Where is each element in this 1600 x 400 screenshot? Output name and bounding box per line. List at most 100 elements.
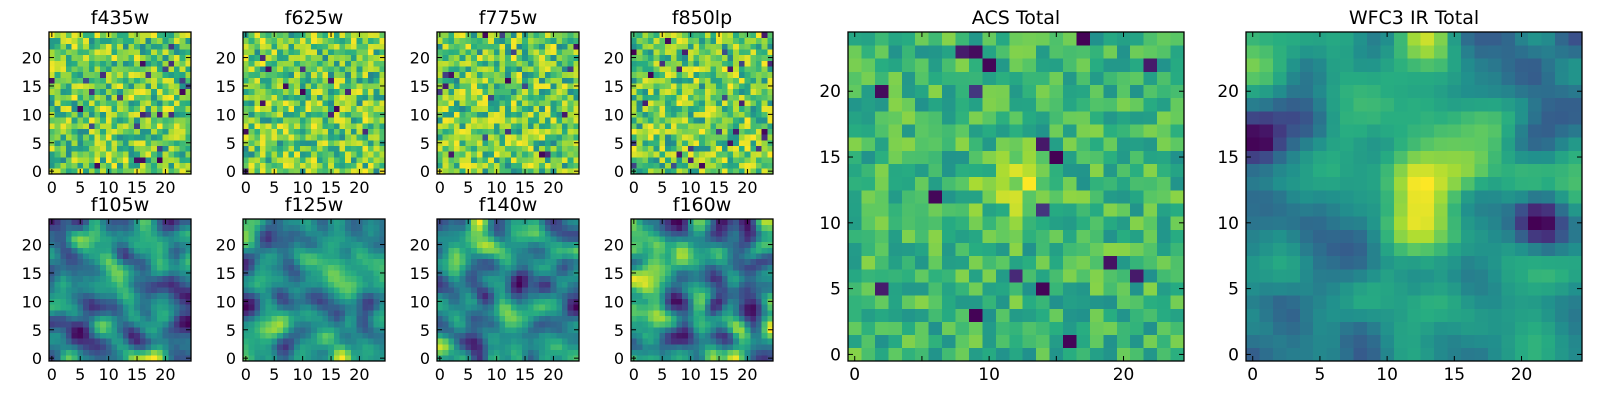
heatmap-cell [333,304,340,311]
heatmap-cell [465,122,472,129]
heatmap-cell [54,139,61,146]
heatmap-cell [356,253,363,260]
heatmap-cell [254,122,261,129]
heatmap-cell [561,100,569,107]
heatmap-cell [49,224,56,231]
heatmap-cell [243,338,250,345]
heatmap-cell [510,287,517,294]
heatmap-cell [561,275,569,282]
heatmap-cell [471,321,478,328]
heatmap-cell [476,122,483,129]
heatmap-cell [145,343,152,351]
heatmap-cell [117,281,124,288]
heatmap-cell [248,54,255,61]
heatmap-cell [339,49,346,56]
heatmap-cell [488,66,495,73]
heatmap-cell [185,287,192,294]
heatmap-cell [510,54,517,61]
heatmap-cell [243,43,250,50]
heatmap-cell [482,105,489,112]
heatmap-cell [88,224,95,231]
axes-frame [48,31,192,175]
heatmap-cell [459,349,466,356]
heatmap-cell [750,49,757,56]
heatmap-cell [111,77,118,84]
heatmap-cell [744,275,751,282]
heatmap-cell [271,247,278,254]
heatmap-cell [653,94,660,101]
heatmap-cell [265,105,272,112]
heatmap-cell [94,355,101,362]
heatmap-cell [373,156,380,164]
heatmap-cell [362,122,369,129]
heatmap-cell [527,315,534,322]
heatmap-cell [653,71,660,78]
heatmap-cell [145,71,152,78]
heatmap-cell [448,168,455,175]
heatmap-cell [271,321,278,328]
heatmap-cell [539,139,546,146]
heatmap-cell [333,60,340,67]
heatmap-cell [265,32,272,39]
heatmap-cell [459,156,466,164]
heatmap-cell [442,343,449,351]
heatmap-cell [71,304,78,311]
heatmap-cell [636,281,643,288]
heatmap-cell [454,66,461,73]
heatmap-cell [687,309,694,316]
heatmap-cell [567,37,574,44]
heatmap-cell [333,292,340,299]
heatmap-cell [476,270,483,277]
heatmap-cell [128,292,135,299]
heatmap-cell [459,43,466,50]
heatmap-cell [168,100,175,107]
heatmap-cell [111,128,118,135]
heatmap-cell [437,287,444,294]
heatmap-cell [139,275,146,282]
heatmap-cell [755,298,763,305]
heatmap-cell [305,349,312,356]
axes-frame [630,31,774,175]
heatmap-cell [271,145,278,152]
heatmap-cell [88,94,95,101]
heatmap-cell [642,309,649,316]
heatmap-cell [471,156,478,164]
heatmap-cell [567,287,574,294]
heatmap-cell [527,332,534,339]
heatmap-cell [168,151,175,158]
heatmap-cell [510,32,517,39]
heatmap-cell [448,66,455,73]
heatmap-cell [66,326,73,333]
heatmap-cell [248,43,255,50]
heatmap-cell [328,122,335,129]
heatmap-cell [527,156,534,164]
heatmap-cell [665,49,672,56]
heatmap-cell [721,100,728,107]
heatmap-cell [111,134,118,141]
heatmap-cell [727,298,734,305]
heatmap-cell [682,71,689,78]
heatmap-cell [659,338,666,345]
heatmap-cell [653,128,660,135]
heatmap-cell [156,100,163,107]
heatmap-cell [448,162,455,169]
heatmap-cell [727,128,734,135]
heatmap-cell [459,287,466,294]
heatmap-cell [459,224,466,231]
heatmap-cell [173,349,181,356]
heatmap-cell [522,145,529,152]
heatmap-cell [367,258,375,265]
heatmap-cell [105,71,112,78]
heatmap-cell [465,49,472,56]
heatmap-cell [761,49,768,56]
heatmap-cell [505,315,512,322]
heatmap-cell [744,66,751,73]
heatmap-cell [465,309,472,316]
heatmap-cell [168,258,175,265]
heatmap-cell [738,168,745,175]
heatmap-cell [49,321,56,328]
heatmap-cell [60,219,67,226]
heatmap-cell [66,287,73,294]
heatmap-cell [316,111,323,118]
